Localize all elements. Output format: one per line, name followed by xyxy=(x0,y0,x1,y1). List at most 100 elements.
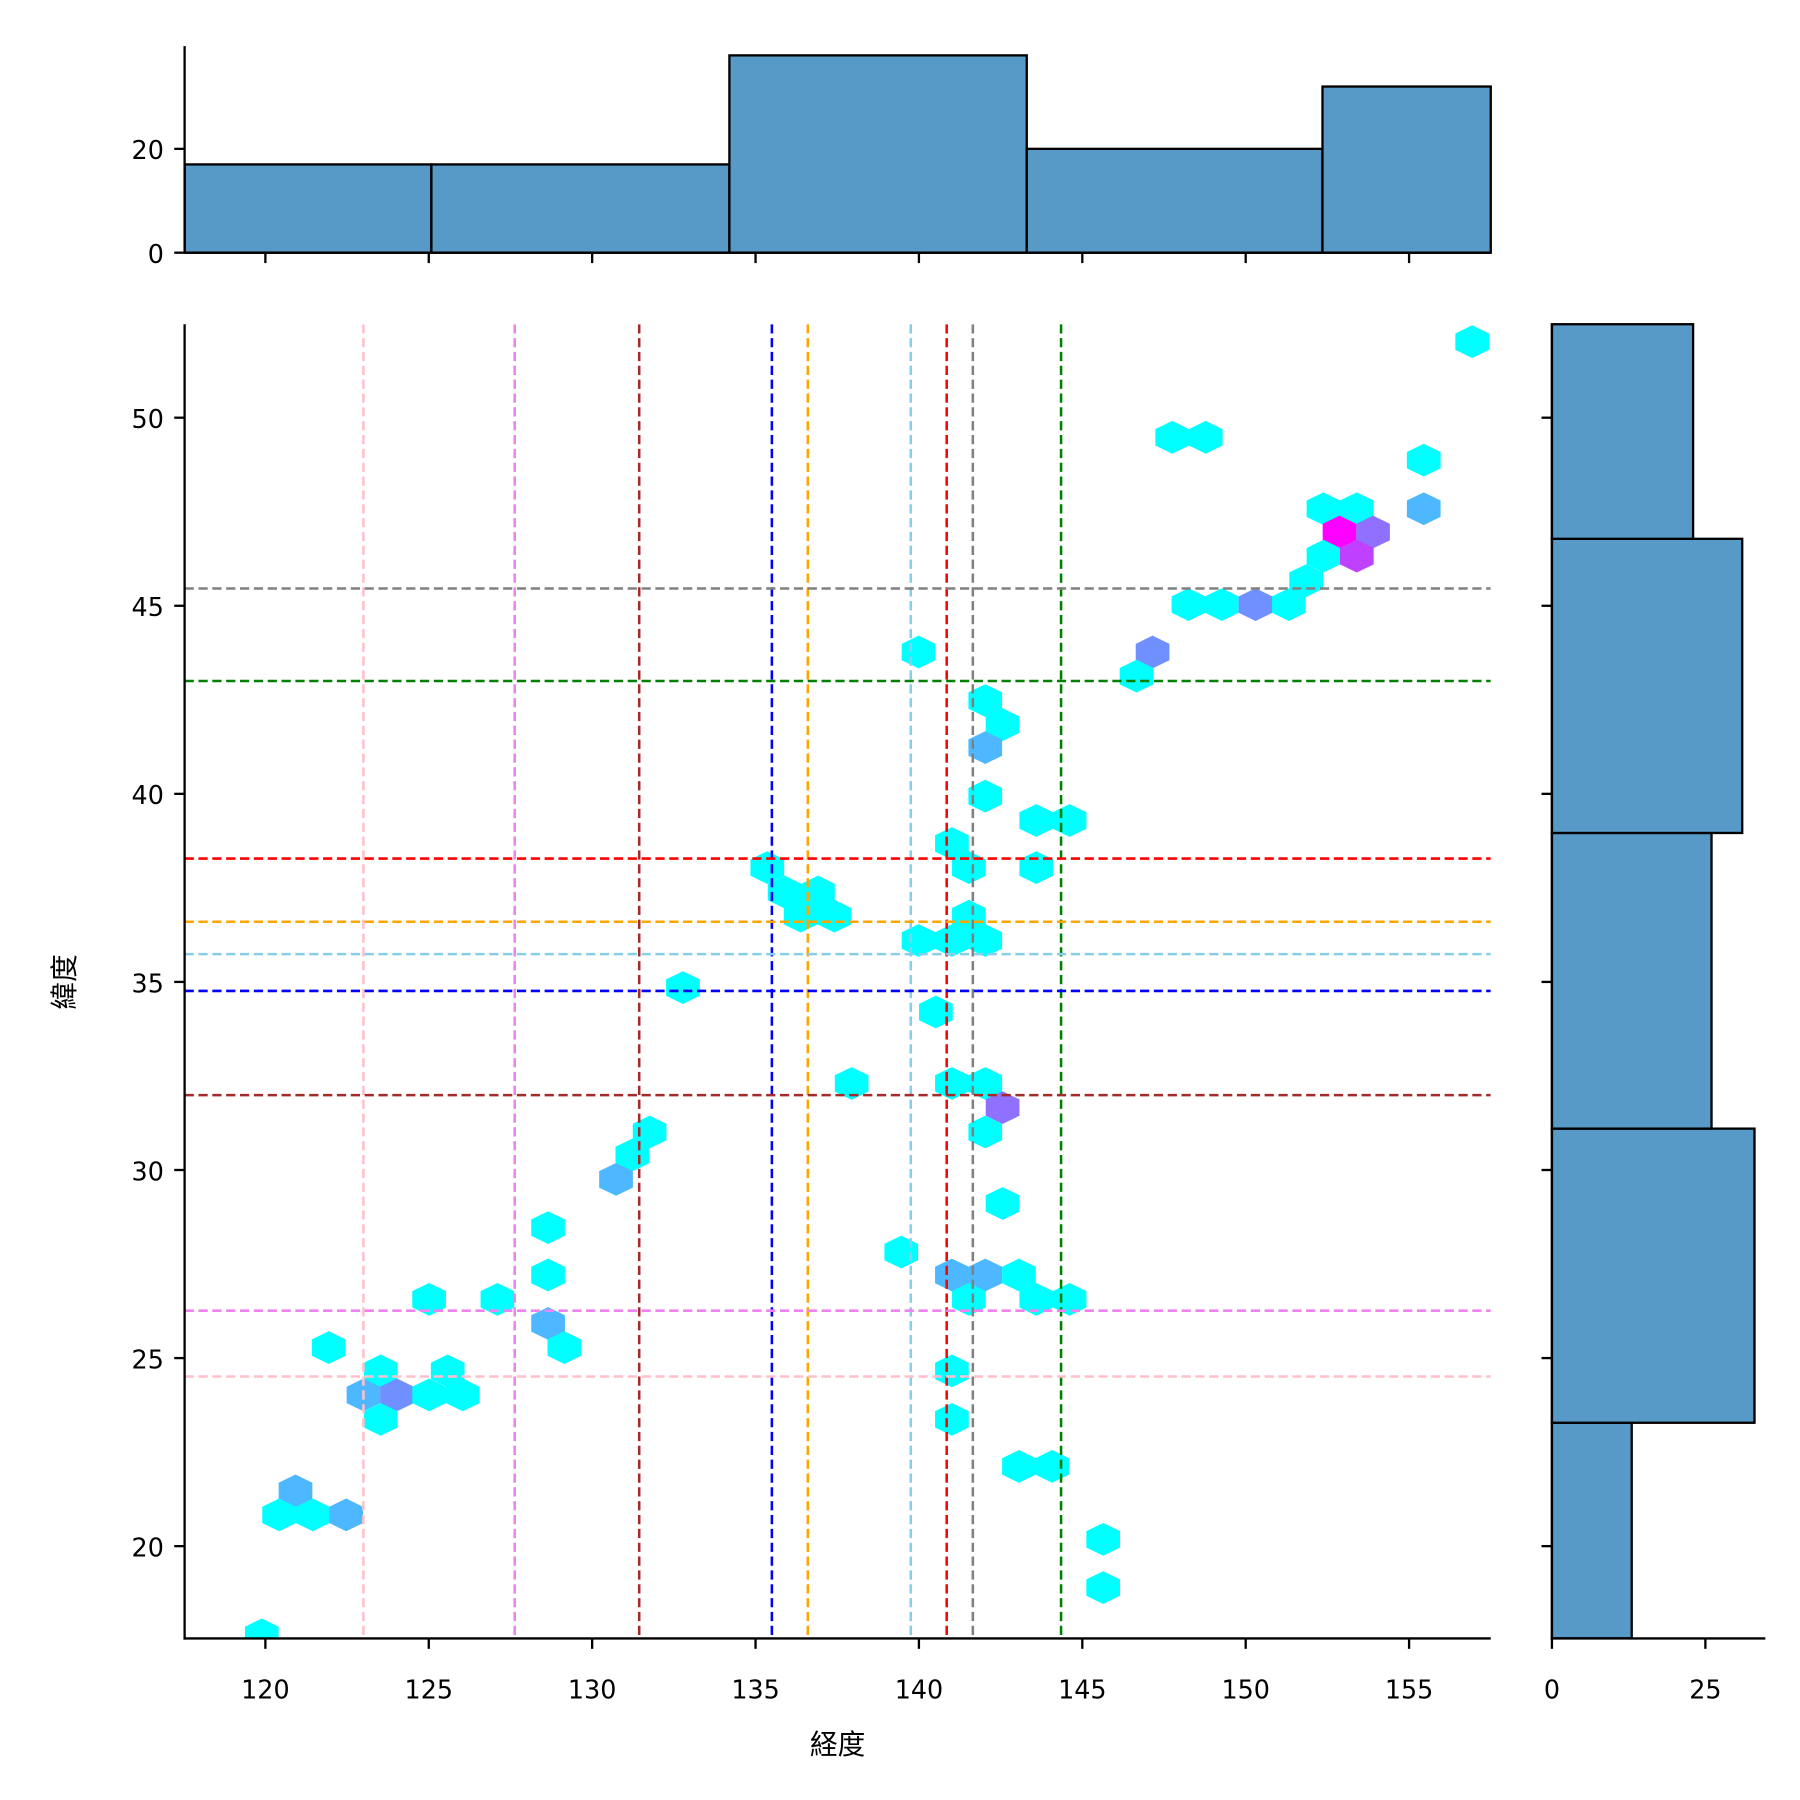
hexbin-cell xyxy=(329,1498,363,1532)
hexbin-cell xyxy=(547,1331,582,1364)
hexbin-cell xyxy=(278,1474,313,1508)
right-marginal-histogram: 0 25 xyxy=(1541,323,1766,1704)
histogram-bar xyxy=(1321,85,1492,254)
x-tick-label: 120 xyxy=(241,1674,289,1704)
x-tick-label: 140 xyxy=(895,1674,943,1704)
x-tick-label: 145 xyxy=(1058,1674,1106,1704)
y-tick-label: 50 xyxy=(132,404,164,434)
hexbin-cell xyxy=(1455,325,1490,359)
hexbin-cell xyxy=(531,1211,565,1244)
top-hist-y-tick-label: 20 xyxy=(132,135,164,165)
hexbin-cell xyxy=(1406,492,1441,526)
hexbin-cell xyxy=(935,924,969,957)
hexbin-cell xyxy=(901,635,936,669)
hexbin-cell xyxy=(1086,1571,1121,1604)
hexbin-cell xyxy=(1306,492,1341,526)
hexbin-cell xyxy=(1155,420,1190,454)
y-tick-label: 45 xyxy=(132,592,164,622)
hexbin-cell xyxy=(1019,851,1054,884)
histogram-bar xyxy=(1550,831,1713,1130)
hexbin-cell xyxy=(767,875,802,909)
hexbin-cell xyxy=(1272,588,1306,621)
hexbin-cell xyxy=(1002,1450,1036,1483)
hexbin-cell xyxy=(985,1091,1020,1124)
hexbin-cell xyxy=(1002,1258,1036,1292)
hexbin-cell xyxy=(968,1067,1003,1100)
hexbin-cell xyxy=(952,1282,986,1316)
hexbin-cell xyxy=(968,1115,1003,1149)
histogram-bar xyxy=(1550,323,1695,540)
hexbin-cell xyxy=(311,1331,346,1364)
main-axes: 120 125 130 135 140 145 150 155 20 25 30 35 40 45 50 xyxy=(132,324,1491,1704)
hexbin-cell xyxy=(935,827,969,860)
histogram-bar xyxy=(183,163,433,254)
hexbin-cell xyxy=(935,1402,969,1436)
hexbin-cell xyxy=(1339,539,1374,573)
hexbin-cell xyxy=(1086,1522,1121,1556)
hexbin-cell xyxy=(952,899,986,933)
hexbin-cell xyxy=(430,1354,465,1388)
histogram-bar xyxy=(1550,537,1744,835)
hexbin-cell xyxy=(919,995,953,1029)
hexbin-cell xyxy=(412,1378,446,1412)
hexbin-cell xyxy=(262,1498,296,1532)
hexbin-cell xyxy=(968,731,1003,764)
hexbin-cell xyxy=(380,1378,414,1412)
histogram-bar xyxy=(1550,1421,1633,1640)
hexbin-cell xyxy=(834,1067,869,1100)
hexbin-cell xyxy=(480,1282,515,1316)
hexbin-cell xyxy=(1019,804,1054,837)
hexbin-cell xyxy=(1204,588,1239,621)
x-tick-label: 135 xyxy=(731,1674,779,1704)
hexbin-cell xyxy=(901,924,936,957)
hexbin-cell xyxy=(1135,635,1170,669)
hexbin-cell xyxy=(1322,515,1357,549)
hexbin-cell xyxy=(817,899,852,933)
hexbin-cell xyxy=(985,1187,1020,1220)
hexbin-cell xyxy=(363,1354,398,1388)
hexbin-cell xyxy=(1035,1450,1070,1483)
hexbin-cell xyxy=(1339,492,1374,526)
y-tick-label: 40 xyxy=(132,780,164,810)
hexbin-cell xyxy=(968,684,1003,717)
hexbin-cell xyxy=(244,1618,279,1639)
right-hist-x-tick-label: 25 xyxy=(1689,1674,1721,1704)
hexbin-cell xyxy=(968,1258,1003,1292)
hexbin-cell xyxy=(295,1498,330,1532)
hexbin-cell xyxy=(531,1258,565,1292)
histogram-bar xyxy=(1550,1127,1756,1424)
hexbin-cell xyxy=(666,971,700,1004)
hexbin-cell xyxy=(968,779,1003,813)
hexbin-cell xyxy=(632,1115,667,1149)
y-tick-label: 30 xyxy=(132,1156,164,1186)
hexbin-cell xyxy=(531,1307,565,1340)
y-axis-label: 緯度 xyxy=(48,954,81,1009)
hexbin-cell xyxy=(615,1138,650,1172)
hexbin-cell xyxy=(801,875,835,909)
x-tick-label: 125 xyxy=(405,1674,453,1704)
hexbin-cell xyxy=(1119,659,1154,693)
hexbin-cell xyxy=(1238,588,1273,621)
hexbin-cell xyxy=(599,1162,633,1196)
hexbin-cell xyxy=(1406,443,1441,477)
hexbin-cell xyxy=(935,1354,969,1388)
hexbin-cell xyxy=(968,924,1003,957)
hexbin-cell xyxy=(935,1067,969,1100)
histogram-bar xyxy=(728,54,1028,254)
hexbin-cell xyxy=(884,1235,919,1269)
hexbin-cell xyxy=(363,1402,398,1436)
y-tick-label: 20 xyxy=(132,1533,164,1563)
hexbin-cell xyxy=(1188,420,1223,454)
x-axis-label: 経度 xyxy=(810,1728,865,1761)
hexbin-cell xyxy=(412,1282,446,1316)
x-tick-label: 130 xyxy=(568,1674,616,1704)
x-tick-label: 150 xyxy=(1221,1674,1269,1704)
hexbin-cell xyxy=(445,1378,480,1412)
right-hist-x-tick-label: 0 xyxy=(1544,1674,1560,1704)
hexbin-cell xyxy=(1171,588,1206,621)
top-marginal-histogram: 0 20 xyxy=(132,46,1492,269)
reference-lines xyxy=(184,324,1491,1639)
hexbin-cell xyxy=(1052,804,1087,837)
y-tick-label: 35 xyxy=(132,968,164,998)
